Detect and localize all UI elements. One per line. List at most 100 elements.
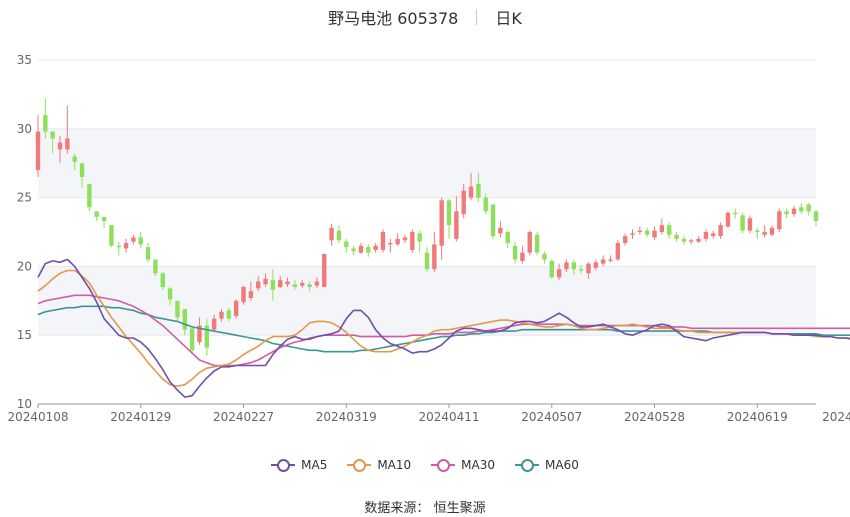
candle-body: [667, 225, 672, 235]
legend-label-ma60: MA60: [545, 458, 579, 472]
candle-body: [512, 245, 518, 260]
legend-label-ma10: MA10: [377, 458, 412, 472]
candle-body: [644, 230, 650, 235]
candle-body: [65, 138, 70, 150]
candle-body: [615, 243, 621, 260]
candle-body: [813, 211, 819, 221]
candle-body: [755, 230, 760, 232]
candle-body: [402, 237, 408, 241]
candle-body: [197, 325, 202, 343]
candle-body: [116, 245, 121, 248]
candle-body: [520, 252, 525, 261]
candle-body: [182, 309, 187, 330]
candle-body: [461, 190, 466, 215]
candle-body: [703, 232, 709, 239]
y-tick-label: 30: [17, 122, 32, 136]
candle-body: [490, 204, 496, 237]
candle-body: [608, 259, 613, 261]
candle-body: [564, 262, 569, 270]
legend-item-ma30[interactable]: MA30: [431, 458, 495, 472]
candle-body: [571, 262, 576, 270]
candle-body: [424, 252, 430, 270]
legend-swatch-ma10: [347, 458, 372, 472]
candle-body: [79, 163, 85, 177]
y-tick-label: 25: [17, 191, 32, 205]
candle-body: [94, 211, 99, 217]
candle-body: [241, 287, 246, 303]
candle-body: [160, 273, 165, 288]
candle-body: [505, 232, 510, 244]
y-tick-label: 35: [17, 53, 32, 67]
candle-body: [87, 183, 92, 208]
candle-body: [542, 254, 547, 260]
x-tick-label: 20240227: [213, 410, 274, 424]
candle-body: [549, 260, 554, 278]
candle-body: [307, 284, 312, 288]
candle-body: [380, 232, 386, 250]
x-tick-label: 20240129: [110, 410, 171, 424]
x-tick-label: 20240619: [727, 410, 788, 424]
candle-body: [806, 204, 811, 212]
candle-body: [233, 300, 239, 316]
candle-body: [373, 245, 378, 250]
candle-body: [101, 216, 107, 221]
candle-body: [534, 234, 540, 253]
ma30-line: [37, 294, 850, 367]
candle-body: [711, 233, 716, 237]
period-label[interactable]: 日K: [495, 9, 522, 28]
candle-body: [718, 225, 723, 237]
candle-body: [410, 232, 415, 250]
candle-body: [219, 311, 224, 319]
candle-body: [468, 186, 474, 198]
candle-body: [637, 230, 643, 232]
candle-body: [556, 269, 562, 278]
legend-item-ma5[interactable]: MA5: [271, 458, 327, 472]
candle-body: [791, 208, 797, 215]
candle-body: [189, 328, 195, 351]
candle-body: [109, 225, 114, 246]
candle-body: [255, 281, 261, 289]
stock-name-code: 野马电池 605378: [328, 9, 459, 28]
candle-body: [600, 259, 606, 264]
candle-body: [57, 142, 63, 150]
candle-body: [659, 225, 665, 232]
grid-band: [38, 128, 816, 198]
legend-item-ma10[interactable]: MA10: [347, 458, 411, 472]
chart-title: 野马电池 605378 日K: [0, 5, 850, 29]
x-tick-label: 20240108: [7, 410, 68, 424]
candle-body: [446, 200, 452, 226]
candle-body: [417, 233, 422, 242]
chart-legend: MA5 MA10 MA30 MA60: [0, 458, 850, 472]
candle-body: [439, 200, 444, 246]
legend-label-ma30: MA30: [461, 458, 496, 472]
candle-body: [138, 237, 143, 245]
candle-body: [689, 240, 694, 242]
data-source: 数据来源： 恒生聚源: [0, 497, 850, 516]
candle-body: [696, 238, 701, 242]
legend-swatch-ma5: [271, 458, 296, 472]
candle-body: [395, 238, 400, 245]
legend-label-ma5: MA5: [301, 458, 328, 472]
legend-swatch-ma30: [431, 458, 456, 472]
candle-body: [204, 325, 210, 348]
x-tick-label: 20240411: [418, 410, 479, 424]
candle-body: [652, 230, 657, 238]
candle-body: [432, 244, 437, 270]
candle-body: [674, 234, 679, 239]
candle-body: [740, 215, 745, 231]
candle-body: [733, 212, 738, 215]
source-value: 恒生聚源: [433, 501, 486, 516]
candle-body: [292, 284, 298, 288]
candle-body: [336, 230, 342, 241]
legend-item-ma60[interactable]: MA60: [515, 458, 579, 472]
candle-body: [211, 318, 217, 330]
grid-band: [38, 266, 816, 336]
candle-body: [454, 211, 459, 239]
candle-body: [167, 288, 173, 300]
legend-swatch-ma60: [515, 458, 540, 472]
x-tick-label: 20240319: [316, 410, 377, 424]
candle-body: [50, 131, 55, 139]
candle-body: [784, 211, 789, 215]
candle-body: [131, 237, 136, 242]
